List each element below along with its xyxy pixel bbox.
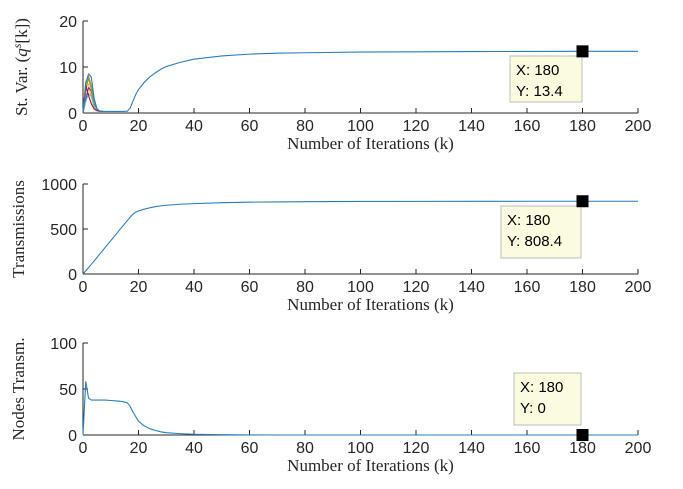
y-axis-label-rest: [k]): [12, 18, 31, 43]
y-axis-label-var: q: [12, 48, 31, 57]
x-tick-label: 40: [185, 440, 203, 457]
x-tick-label: 40: [185, 118, 203, 135]
chart-panel-1: 0 20 40 60 80 100 120 140 160 180 200 0 10 20 Number o…: [10, 14, 651, 153]
x-tick-label: 60: [241, 279, 259, 296]
chart-panel-3: 0 20 40 60 80 100 120 140 160 180 200050100Number …: [9, 336, 651, 475]
datatip-marker: [576, 429, 589, 441]
datatip-y-text: Y: 13.4: [516, 83, 563, 100]
y-tick-label: 100: [50, 336, 77, 353]
datatip-box: [509, 55, 583, 103]
y-tick-label: 0: [68, 267, 77, 284]
series-line-1: [82, 50, 638, 114]
series-line-1: [82, 200, 638, 275]
x-tick-label: 160: [514, 440, 541, 457]
y-axis-label: Nodes Transm.: [9, 338, 28, 441]
datatip-x-text: X: 180: [507, 212, 550, 229]
y-tick-label: 10: [59, 60, 77, 77]
x-tick-label: 120: [403, 118, 430, 135]
y-tick-label: 1000: [41, 177, 77, 194]
x-tick-label: 120: [403, 279, 430, 296]
x-tick-label: 60: [241, 118, 259, 135]
chart-panel-2: 0 20 40 60 80 100 120 140 160 180 200 0 500 1000 Numbe…: [9, 177, 651, 314]
datatip-marker: [576, 45, 589, 58]
y-axis-label: St. Var. (qs[k]): [10, 18, 31, 116]
y-tick-label: 20: [59, 14, 77, 31]
x-tick-label: 160: [514, 118, 541, 135]
x-axis-label: Number of Iterations (k): [287, 295, 454, 314]
x-axis-label: Number of Iterations (k): [287, 134, 454, 153]
datatip-marker: [576, 195, 589, 208]
x-tick-label: 0: [79, 440, 88, 457]
x-tick-label: 20: [130, 118, 148, 135]
x-tick-label: 180: [569, 279, 596, 296]
y-tick-label: 500: [50, 222, 77, 239]
y-axis-label: Transmissions: [9, 180, 28, 278]
x-tick-label: 100: [347, 118, 374, 135]
datatip-y-text: Y: 0: [520, 400, 546, 417]
x-tick-label: 180: [569, 118, 596, 135]
x-tick-label: 20: [130, 279, 148, 296]
x-tick-label: 180: [569, 440, 596, 457]
x-tick-label: 200: [625, 440, 652, 457]
x-tick-label: 60: [241, 440, 259, 457]
x-tick-label: 80: [296, 440, 314, 457]
x-tick-label: 140: [458, 118, 485, 135]
datatip-x-text: X: 180: [516, 62, 559, 79]
x-tick-label: 0: [79, 118, 88, 135]
x-tick-label: 120: [403, 440, 430, 457]
y-tick-label: 50: [59, 382, 77, 399]
x-tick-label: 100: [347, 440, 374, 457]
x-tick-label: 20: [130, 440, 148, 457]
datatip-y-text: Y: 808.4: [507, 233, 562, 250]
x-tick-label: 40: [185, 279, 203, 296]
y-axis-label-text: St. Var. (: [12, 56, 31, 116]
x-tick-label: 0: [79, 279, 88, 296]
y-tick-label: 0: [68, 428, 77, 445]
x-tick-label: 200: [625, 118, 652, 135]
series-line-1: [82, 381, 638, 436]
x-tick-label: 100: [347, 279, 374, 296]
x-tick-label: 140: [458, 279, 485, 296]
x-tick-label: 80: [296, 118, 314, 135]
datatip-box: [500, 205, 582, 259]
datatip-box: [513, 372, 582, 426]
x-tick-label: 140: [458, 440, 485, 457]
y-tick-label: 0: [68, 106, 77, 123]
x-tick-label: 160: [514, 279, 541, 296]
x-tick-label: 200: [625, 279, 652, 296]
x-tick-label: 80: [296, 279, 314, 296]
datatip-x-text: X: 180: [520, 379, 563, 396]
x-axis-label: Number of Iterations (k): [287, 456, 454, 475]
y-axis-label-sup: s: [10, 43, 24, 48]
